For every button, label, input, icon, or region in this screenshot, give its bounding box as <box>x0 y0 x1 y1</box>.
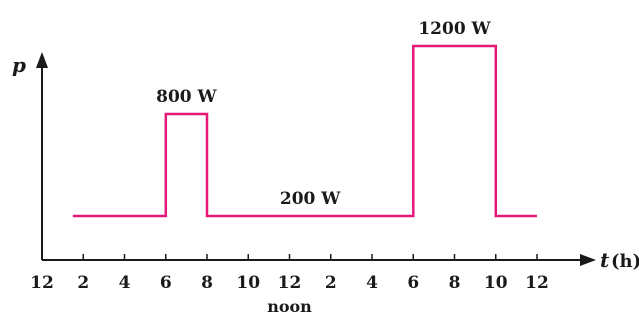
x-tick-label: 8 <box>201 273 213 293</box>
y-axis-arrowhead <box>36 52 48 68</box>
annotation-layer: 800 W 200 W 1200 W <box>156 19 491 209</box>
power-series-line <box>72 44 537 218</box>
x-tick-label: 12 <box>278 273 302 293</box>
x-axis-unit: (h) <box>611 251 639 272</box>
x-tick-label: 4 <box>366 273 378 293</box>
data-label: 1200 W <box>418 19 491 39</box>
x-tick-label: 10 <box>484 273 508 293</box>
x-tick-label: 8 <box>449 273 461 293</box>
x-axis-title: t <box>600 248 610 272</box>
x-tick-label: 10 <box>236 273 260 293</box>
noon-label: noon <box>267 297 312 316</box>
x-tick-label: 12 <box>525 273 549 293</box>
x-tick-label: 6 <box>160 273 172 293</box>
x-tick-labels: 12 2 4 6 8 10 12 2 4 6 8 10 12 <box>30 273 549 293</box>
x-tick-label: 2 <box>77 273 89 293</box>
x-tick-label: 4 <box>119 273 131 293</box>
x-tick-label: 6 <box>407 273 419 293</box>
x-tick-label: 2 <box>325 273 337 293</box>
x-tick-marks <box>41 254 538 260</box>
series-layer <box>72 44 537 218</box>
x-tick-label: 12 <box>30 273 54 293</box>
x-axis-arrowhead <box>580 254 596 266</box>
data-label: 800 W <box>156 87 217 107</box>
axes: 12 2 4 6 8 10 12 2 4 6 8 10 12 p t (h) noon <box>12 52 639 316</box>
y-axis-title: p <box>12 53 26 77</box>
data-label: 200 W <box>280 189 341 209</box>
